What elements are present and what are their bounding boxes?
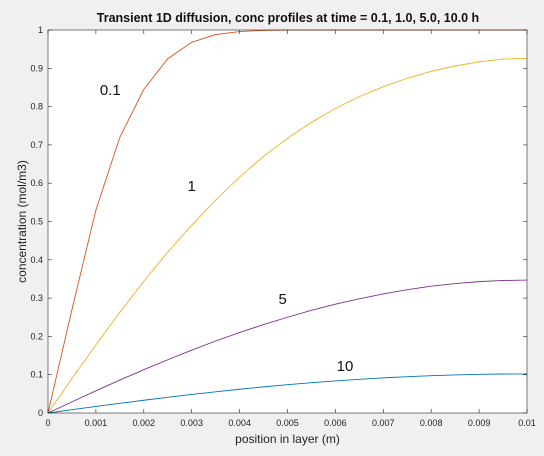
series-line-1 — [47, 57, 528, 414]
x-tick-label: 0.001 — [85, 418, 108, 428]
x-axis-label: position in layer (m) — [235, 432, 340, 446]
x-tick-label: 0.004 — [228, 418, 251, 428]
y-axis-label: concentration (mol/m3) — [15, 160, 29, 283]
x-tick-label: 0.006 — [324, 418, 347, 428]
y-tick-label: 0.8 — [30, 102, 43, 112]
x-tick-label: 0.003 — [180, 418, 203, 428]
x-tick-label: 0.005 — [276, 418, 299, 428]
y-tick-label: 0.4 — [30, 255, 43, 265]
plot-area — [48, 30, 527, 413]
tick-layer: 0 0.001 0.002 0.003 0.004 0.005 0.006 0.007 0.00… — [30, 25, 535, 428]
x-tick-label: 0 — [45, 418, 50, 428]
y-tick-label: 0.3 — [30, 293, 43, 303]
curve-annotation: 10 — [337, 358, 354, 375]
x-tick-label: 0.007 — [372, 418, 395, 428]
chart-title: Transient 1D diffusion, conc profiles at… — [97, 11, 479, 25]
x-tick-label: 0.008 — [420, 418, 443, 428]
curve-annotation: 5 — [279, 291, 287, 308]
series-line-2 — [47, 279, 528, 414]
y-tick-label: 1 — [38, 25, 43, 35]
annotation-layer: 0.1 1 5 10 — [100, 82, 353, 375]
x-tick-label: 0.009 — [468, 418, 491, 428]
y-tick-label: 0.6 — [30, 178, 43, 188]
curve-annotation: 1 — [188, 178, 196, 195]
y-tick-label: 0.5 — [30, 217, 43, 227]
series-line-3 — [47, 373, 528, 414]
y-tick-label: 0.7 — [30, 140, 43, 150]
x-tick-label: 0.01 — [518, 418, 536, 428]
y-tick-label: 0 — [38, 408, 43, 418]
y-tick-label: 0.2 — [30, 331, 43, 341]
y-tick-label: 0.9 — [30, 63, 43, 73]
y-tick-label: 0.1 — [30, 370, 43, 380]
x-tick-label: 0.002 — [133, 418, 156, 428]
curve-annotation: 0.1 — [100, 82, 121, 99]
